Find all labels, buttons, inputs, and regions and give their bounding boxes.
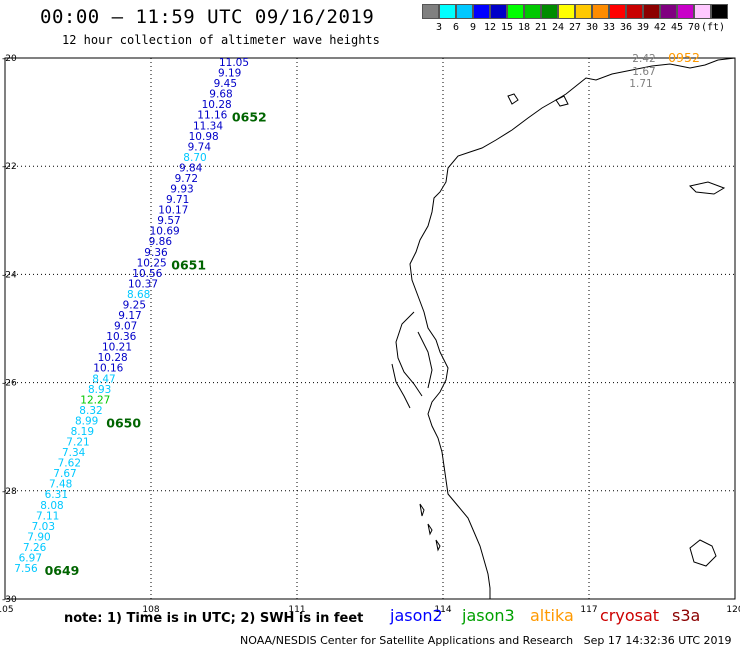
lat-tick-label: -24 [2, 270, 17, 280]
footer-credit: NOAA/NESDIS Center for Satellite Applica… [240, 634, 732, 647]
wave-height-label: 1.71 [629, 78, 652, 90]
pass-time-label: 0650 [106, 415, 141, 430]
satellite-name: altika [530, 606, 574, 625]
island-south-1 [420, 504, 424, 516]
satellite-name: s3a [672, 606, 700, 625]
dirk-hartog-island [392, 364, 410, 408]
shark-bay-peninsula [396, 312, 422, 396]
wave-height-label: 2.42 [632, 53, 655, 65]
island-north-1 [508, 94, 518, 104]
lat-tick-label: -20 [2, 54, 17, 64]
wave-height-label: 7.56 [14, 563, 38, 575]
lat-tick-label: -26 [2, 379, 17, 389]
lon-tick-label: 117 [580, 605, 597, 615]
lat-tick-label: -30 [2, 595, 17, 605]
island-north-2 [556, 96, 568, 106]
wave-height-label: 1.67 [632, 66, 655, 78]
australia-coast [410, 58, 735, 599]
lon-tick-label: 120 [726, 605, 740, 615]
island-south-3 [436, 540, 440, 550]
lat-tick-label: -28 [2, 487, 17, 497]
lat-tick-label: -22 [2, 162, 17, 172]
satellite-name: jason2 [390, 606, 443, 625]
pass-time-label: 0651 [171, 257, 206, 272]
pass-time-label: 0649 [45, 563, 80, 578]
corner-track: 2.421.671.71 0952 [629, 50, 700, 90]
footer-note: note: 1) Time is in UTC; 2) SWH is in fe… [64, 611, 363, 626]
lon-tick-label: 105 [0, 605, 14, 615]
island-se [690, 540, 716, 566]
satellite-name: cryosat [600, 606, 659, 625]
pass-time-label: 0952 [668, 50, 700, 65]
coastline [392, 58, 735, 599]
altimeter-track: 11.059.199.459.6810.2811.1611.3410.989.7… [14, 57, 266, 578]
island-south-2 [428, 524, 432, 534]
island-northeast [690, 182, 724, 194]
satellite-name: jason3 [462, 606, 515, 625]
pass-time-label: 0652 [232, 110, 267, 125]
shark-bay-inner [418, 332, 432, 388]
